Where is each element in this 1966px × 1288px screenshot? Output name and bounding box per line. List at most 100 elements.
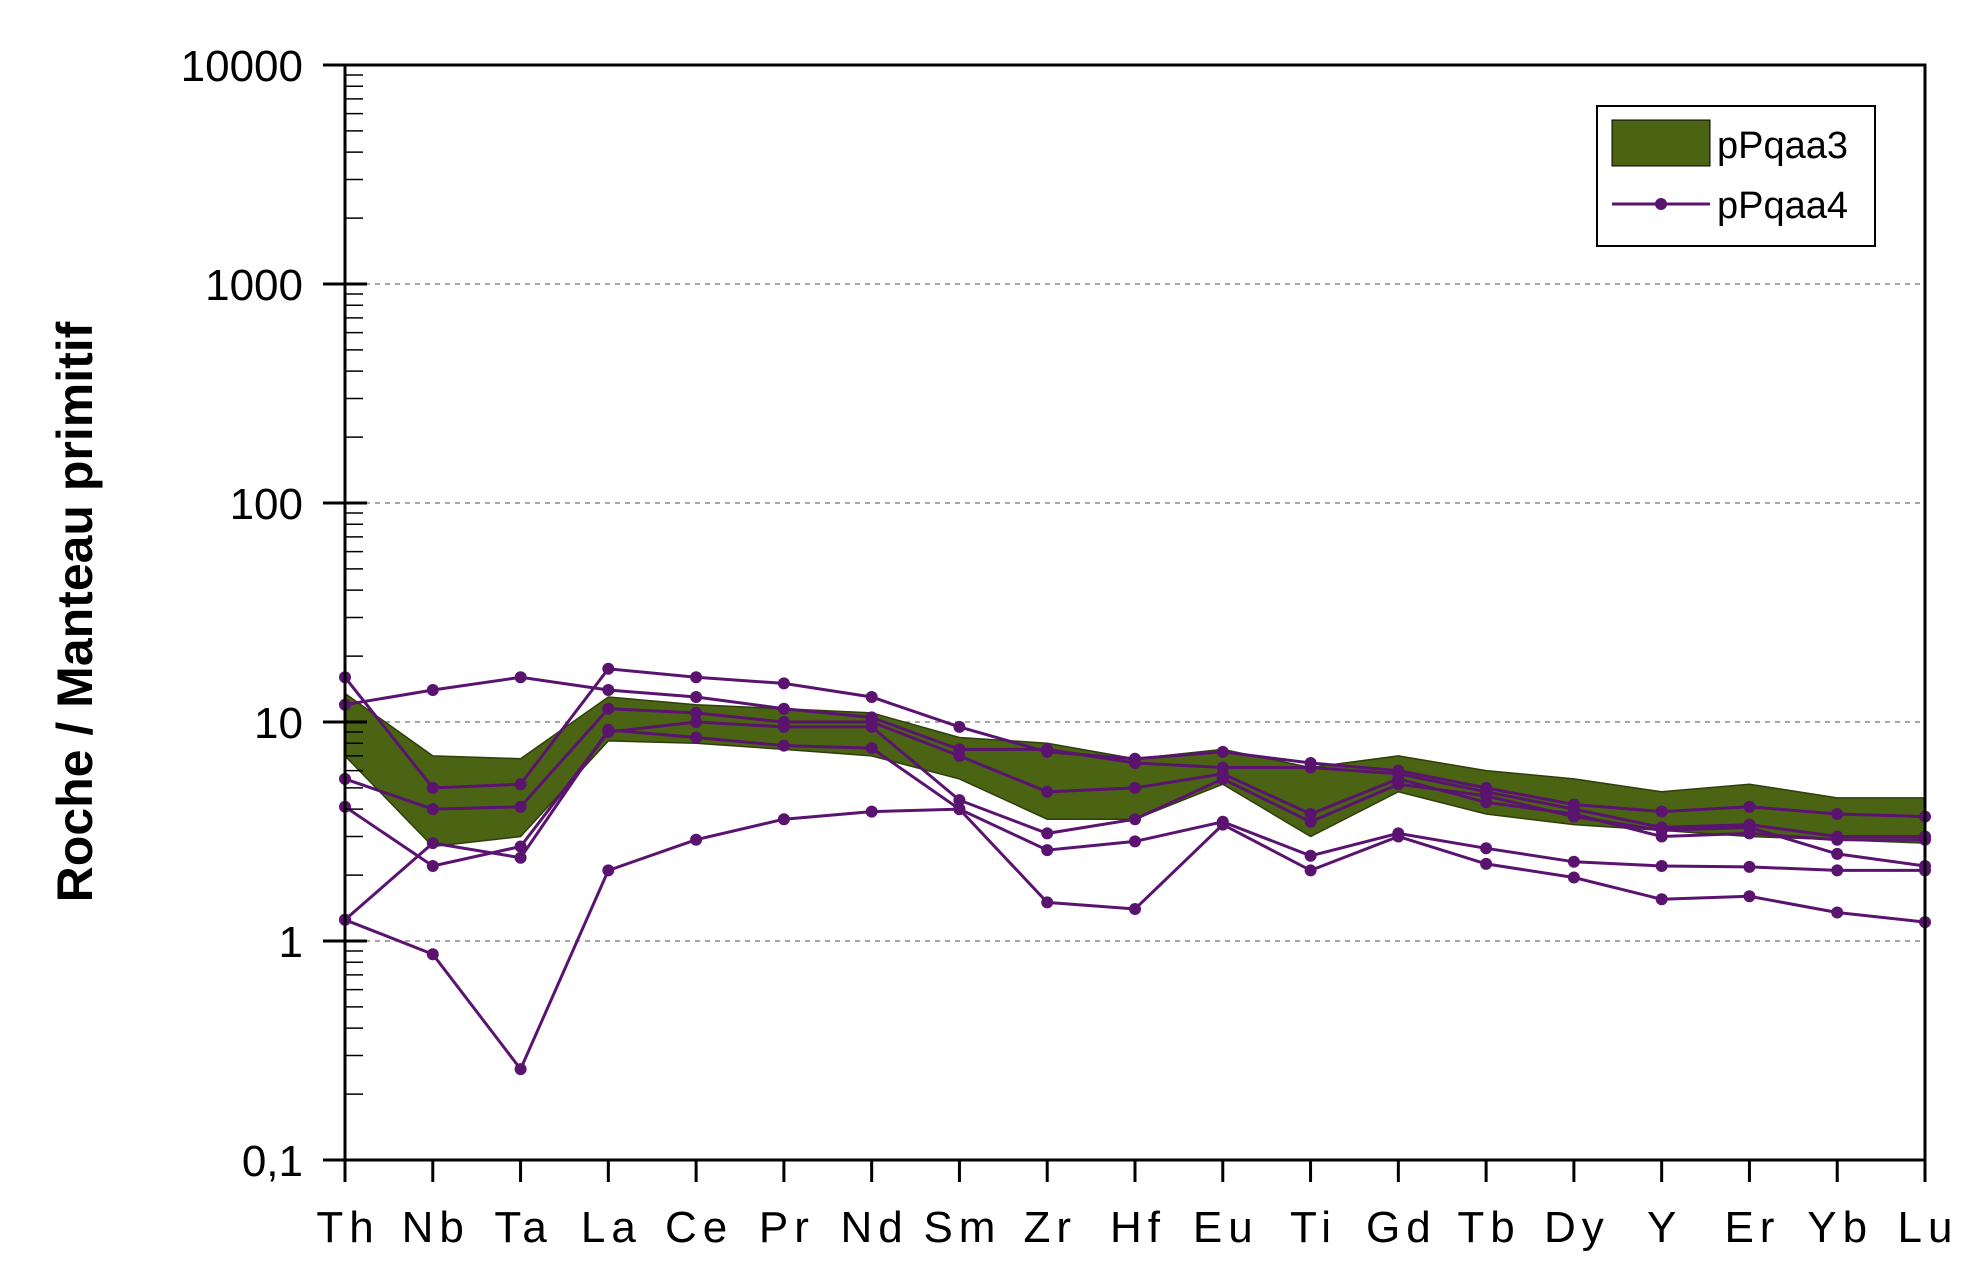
legend-band-swatch bbox=[1611, 119, 1711, 167]
y-axis-title: Roche / Manteau primitif bbox=[47, 321, 103, 902]
point-pPqaa4-4-Yb bbox=[1831, 847, 1844, 860]
x-tick-label-Y: Y bbox=[1647, 1203, 1682, 1252]
point-pPqaa4-1-Er bbox=[1743, 800, 1756, 813]
point-pPqaa4-1-Ce bbox=[690, 671, 703, 684]
point-pPqaa4-4-Pr bbox=[777, 720, 790, 733]
point-pPqaa4-6-Pr bbox=[777, 813, 790, 826]
x-tick-label-Dy: Dy bbox=[1544, 1203, 1610, 1252]
series-lines bbox=[339, 662, 1931, 1076]
point-pPqaa4-4-Nd bbox=[865, 720, 878, 733]
point-pPqaa4-4-Eu bbox=[1216, 772, 1229, 785]
point-pPqaa4-4-Zr bbox=[1041, 827, 1054, 840]
point-pPqaa4-1-Y bbox=[1655, 805, 1668, 818]
point-pPqaa4-6-Dy bbox=[1567, 871, 1580, 884]
point-pPqaa4-1-Nb bbox=[426, 781, 439, 794]
y-tick-label-0,1: 0,1 bbox=[242, 1137, 303, 1186]
x-tick-label-Ta: Ta bbox=[494, 1203, 552, 1252]
point-pPqaa4-3-Yb bbox=[1831, 833, 1844, 846]
point-pPqaa4-1-Pr bbox=[777, 677, 790, 690]
point-pPqaa4-4-Ta bbox=[514, 840, 527, 853]
x-tick-label-Eu: Eu bbox=[1193, 1203, 1259, 1252]
point-pPqaa4-4-Er bbox=[1743, 821, 1756, 834]
point-pPqaa4-5-Zr bbox=[1041, 844, 1054, 857]
point-pPqaa4-3-Nb bbox=[426, 803, 439, 816]
x-tick-label-Zr: Zr bbox=[1023, 1203, 1077, 1252]
x-tick-label-Sm: Sm bbox=[923, 1203, 1001, 1252]
point-pPqaa4-3-Hf bbox=[1129, 781, 1141, 794]
point-pPqaa4-1-Yb bbox=[1831, 808, 1844, 820]
point-pPqaa4-1-Eu bbox=[1216, 745, 1229, 758]
point-pPqaa4-4-Ti bbox=[1304, 815, 1317, 828]
point-pPqaa4-6-Ce bbox=[690, 833, 703, 846]
point-pPqaa4-1-La bbox=[602, 662, 615, 675]
point-pPqaa4-6-Tb bbox=[1480, 857, 1493, 870]
point-pPqaa4-3-Ta bbox=[514, 800, 527, 813]
point-pPqaa4-4-Dy bbox=[1567, 810, 1580, 823]
point-pPqaa4-4-Y bbox=[1655, 824, 1668, 837]
point-pPqaa4-3-Sm bbox=[953, 749, 966, 762]
x-tick-label-Ti: Ti bbox=[1290, 1203, 1337, 1252]
point-pPqaa4-5-Yb bbox=[1831, 864, 1844, 877]
y-tick-label-10000: 10000 bbox=[181, 42, 303, 91]
point-pPqaa4-2-Ti bbox=[1304, 761, 1317, 774]
point-pPqaa4-5-Nd bbox=[865, 742, 878, 755]
x-tick-label-Nb: Nb bbox=[402, 1203, 470, 1252]
legend-label-pPqaa4: pPqaa4 bbox=[1717, 185, 1848, 227]
point-pPqaa4-3-La bbox=[602, 702, 615, 715]
point-pPqaa4-4-Hf bbox=[1129, 813, 1141, 826]
point-pPqaa4-6-Hf bbox=[1129, 903, 1141, 915]
x-tick-label-Nd: Nd bbox=[841, 1203, 909, 1252]
series-pPqaa4-3 bbox=[339, 702, 1931, 846]
point-pPqaa4-5-Hf bbox=[1129, 835, 1141, 848]
legend: pPqaa3 pPqaa4 bbox=[1596, 105, 1876, 247]
x-tick-label-Lu: Lu bbox=[1898, 1203, 1959, 1252]
x-tick-label-Ce: Ce bbox=[665, 1203, 733, 1252]
point-pPqaa4-1-Sm bbox=[953, 720, 966, 733]
point-pPqaa4-6-Ta bbox=[514, 1063, 527, 1076]
point-pPqaa4-6-Sm bbox=[953, 803, 966, 816]
x-tick-label-Th: Th bbox=[316, 1203, 379, 1252]
point-pPqaa4-5-Y bbox=[1655, 860, 1668, 872]
point-pPqaa4-6-Gd bbox=[1392, 830, 1405, 843]
point-pPqaa4-3-Ce bbox=[690, 706, 703, 719]
x-tick-label-Hf: Hf bbox=[1110, 1203, 1166, 1252]
y-axis: 0,1 1 10 100 1000 10000 bbox=[181, 42, 367, 1186]
point-pPqaa4-5-Ta bbox=[514, 851, 527, 864]
point-pPqaa4-2-Nb bbox=[426, 684, 439, 696]
x-tick-label-Er: Er bbox=[1724, 1203, 1780, 1252]
y-tick-label-1000: 1000 bbox=[205, 261, 303, 310]
point-pPqaa4-6-Nb bbox=[426, 948, 439, 961]
point-pPqaa4-6-Nd bbox=[865, 805, 878, 818]
point-pPqaa4-4-Ce bbox=[690, 716, 703, 728]
x-tick-label-Yb: Yb bbox=[1807, 1203, 1873, 1252]
point-pPqaa4-1-Ta bbox=[514, 778, 527, 791]
series-line-6 bbox=[344, 807, 1926, 1073]
point-pPqaa4-6-Y bbox=[1655, 893, 1668, 906]
x-axis: Th Nb Ta La Ce Pr Nd Sm Zr Hf Eu Ti Gd Tb Dy Y Er Yb Lu bbox=[316, 1160, 1959, 1252]
y-tick-label-10: 10 bbox=[254, 699, 303, 748]
x-tick-label-Pr: Pr bbox=[759, 1203, 815, 1252]
point-pPqaa4-5-Ce bbox=[690, 731, 703, 744]
point-pPqaa4-6-Ti bbox=[1304, 864, 1317, 877]
point-pPqaa4-2-Ta bbox=[514, 671, 527, 684]
point-pPqaa4-4-Tb bbox=[1480, 789, 1493, 802]
x-tick-label-Gd: Gd bbox=[1366, 1203, 1437, 1252]
point-pPqaa4-2-Ce bbox=[690, 691, 703, 703]
point-pPqaa4-5-Pr bbox=[777, 739, 790, 752]
point-pPqaa4-2-Zr bbox=[1041, 743, 1054, 756]
point-pPqaa4-2-La bbox=[602, 684, 615, 696]
point-pPqaa4-4-Gd bbox=[1392, 778, 1405, 791]
point-pPqaa4-4-Nb bbox=[426, 860, 439, 872]
point-pPqaa4-5-Dy bbox=[1567, 855, 1580, 868]
point-pPqaa4-6-Zr bbox=[1041, 896, 1054, 909]
point-pPqaa4-2-Hf bbox=[1129, 757, 1141, 769]
point-pPqaa4-3-Zr bbox=[1041, 785, 1054, 798]
point-pPqaa4-5-Tb bbox=[1480, 842, 1493, 855]
point-pPqaa4-5-Nb bbox=[426, 837, 439, 850]
point-pPqaa4-6-Er bbox=[1743, 890, 1756, 903]
point-pPqaa4-6-Yb bbox=[1831, 906, 1844, 919]
x-tick-label-La: La bbox=[581, 1203, 642, 1252]
point-pPqaa4-6-La bbox=[602, 864, 615, 877]
point-pPqaa4-5-La bbox=[602, 723, 615, 736]
